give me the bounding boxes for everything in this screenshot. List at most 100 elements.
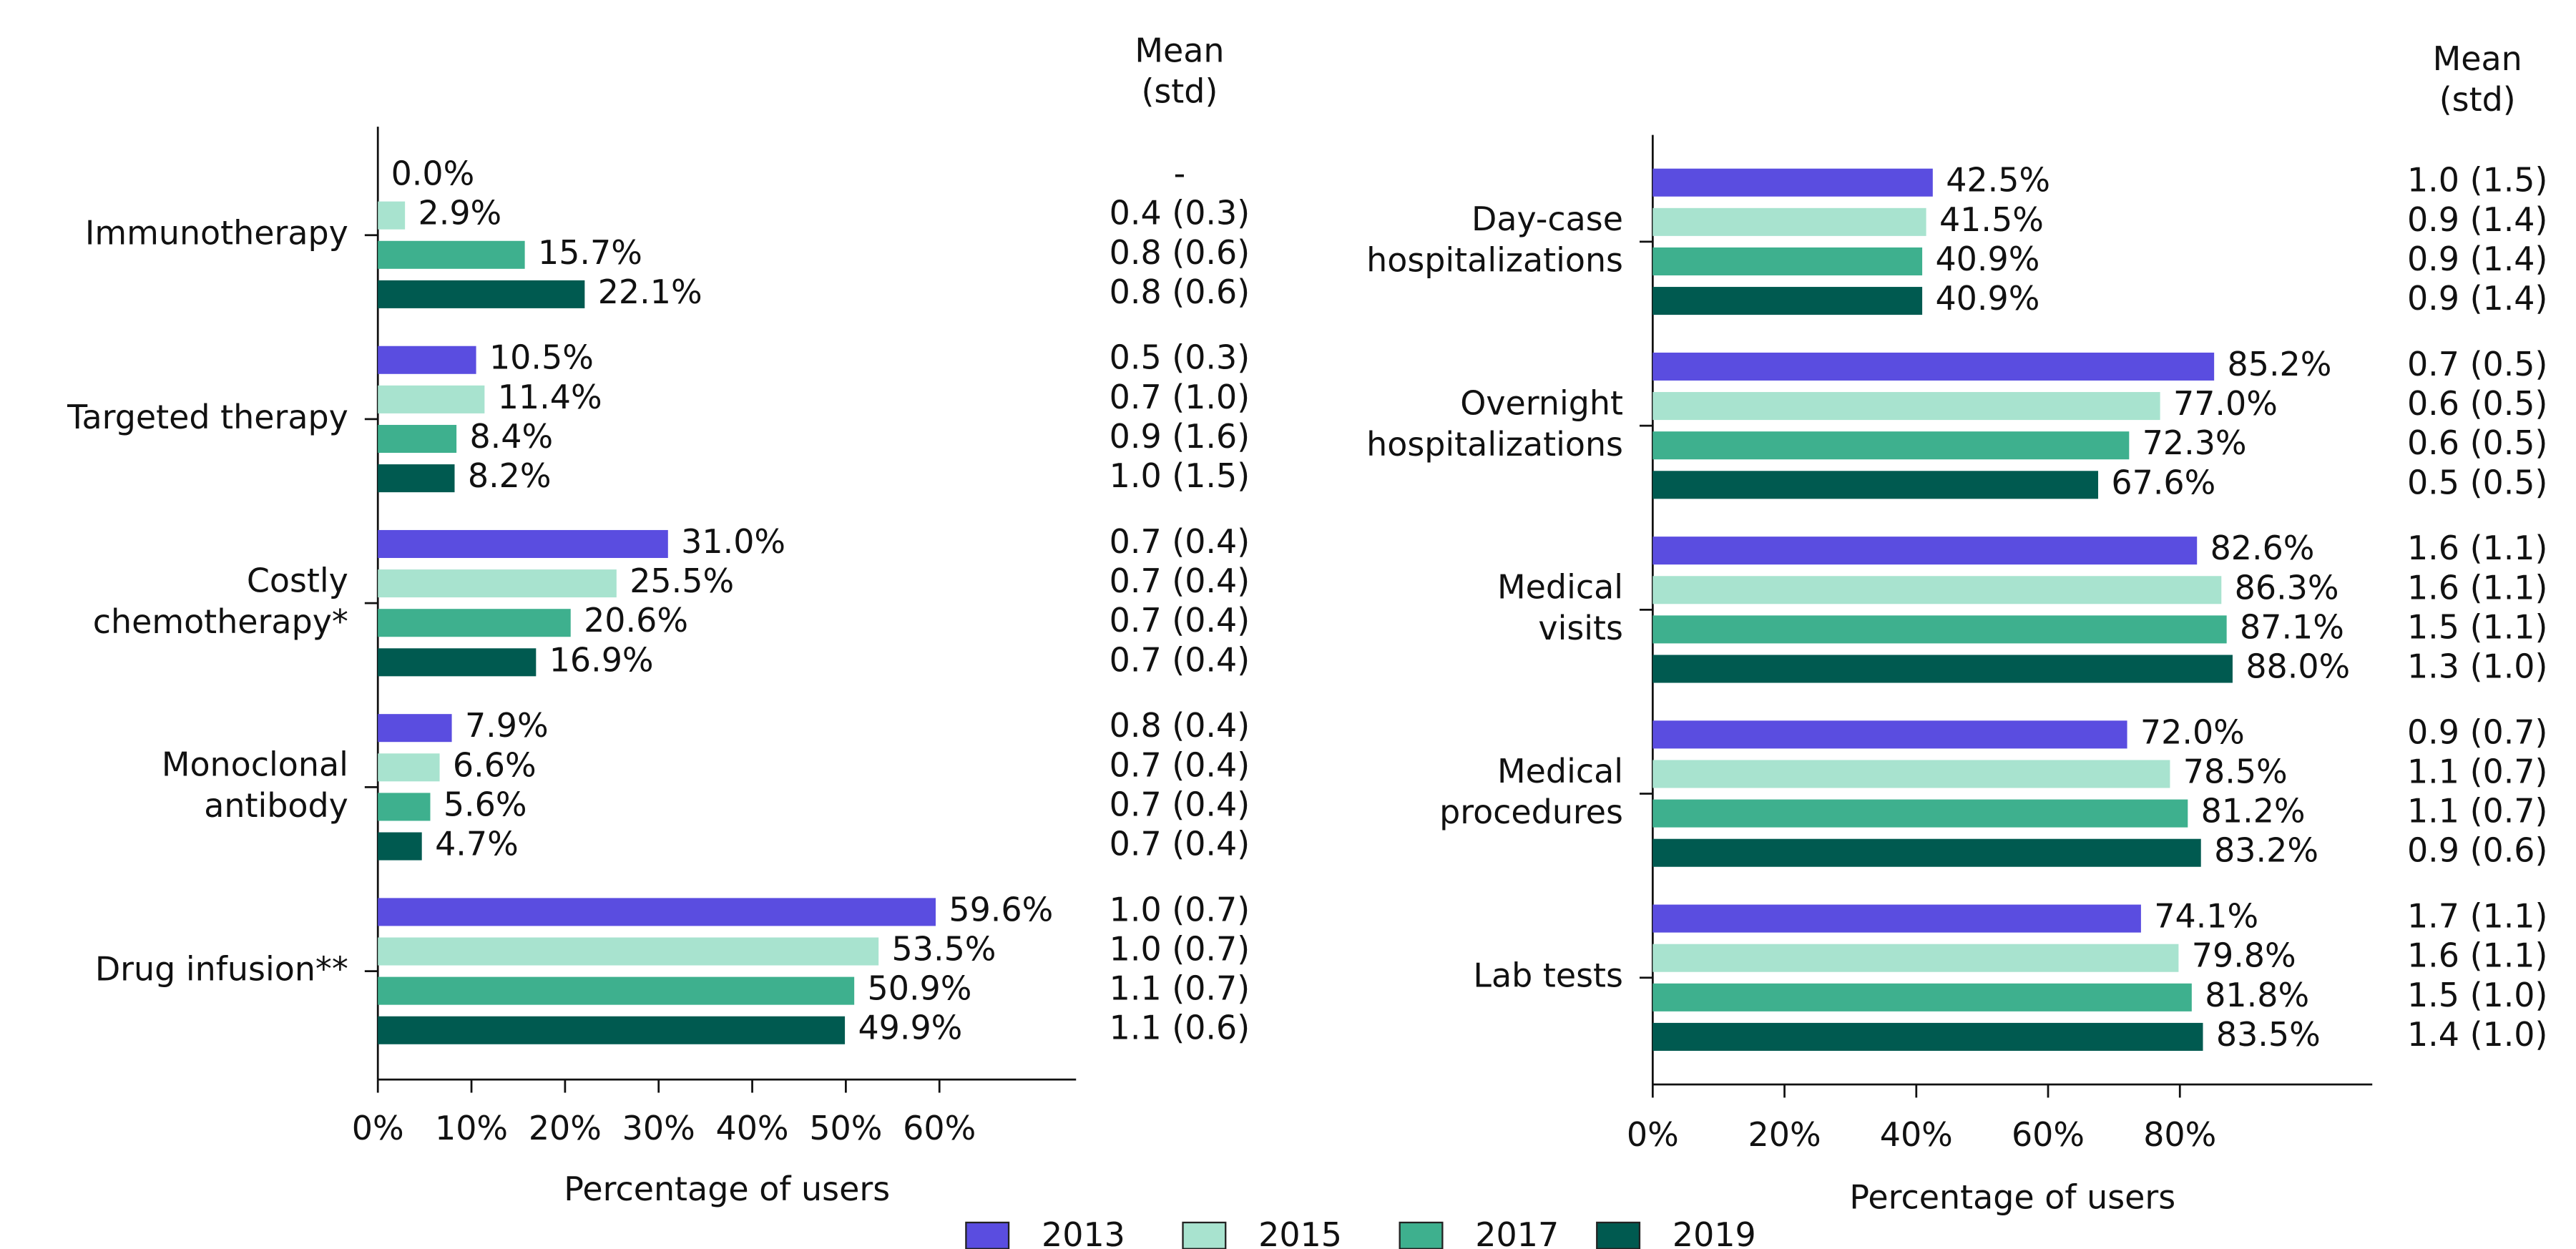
x-tick-label: 10% <box>435 1109 508 1147</box>
stat-value: 0.7 (0.4) <box>1110 522 1250 561</box>
value-label: 20.6% <box>584 601 688 640</box>
bar <box>378 832 422 861</box>
stat-header: (std) <box>1141 72 1218 111</box>
value-label: 72.3% <box>2142 423 2247 462</box>
stat-value: 0.9 (1.6) <box>1110 417 1250 456</box>
stat-value: 1.0 (0.7) <box>1110 890 1250 929</box>
value-label: 87.1% <box>2240 607 2344 646</box>
bar <box>1652 287 1923 315</box>
y-tick-label: Costly chemotherapy* <box>93 561 348 640</box>
value-label: 31.0% <box>681 522 785 561</box>
stat-value: 1.0 (1.5) <box>2407 161 2548 200</box>
value-label: 8.4% <box>469 417 553 456</box>
stat-value: - <box>1174 155 1186 193</box>
stat-value: 1.5 (1.1) <box>2407 607 2548 646</box>
value-label: 42.5% <box>1946 161 2050 200</box>
bar <box>378 714 452 743</box>
y-tick-label: Lab tests <box>1473 956 1623 994</box>
stat-value: 0.8 (0.6) <box>1110 273 1250 311</box>
stat-value: 0.9 (1.4) <box>2407 279 2548 318</box>
stat-value: 1.0 (1.5) <box>1110 456 1250 495</box>
stat-value: 0.5 (0.3) <box>1110 338 1250 377</box>
bar <box>378 201 406 230</box>
value-label: 81.8% <box>2205 976 2309 1014</box>
bar <box>1652 471 2099 499</box>
stat-value: 1.3 (1.0) <box>2407 647 2548 686</box>
value-label: 82.6% <box>2210 529 2315 567</box>
stat-value: 0.7 (1.0) <box>1110 378 1250 416</box>
bar <box>1652 615 2227 644</box>
bar <box>1652 431 2130 460</box>
bar <box>1652 838 2201 867</box>
x-tick-label: 60% <box>903 1109 976 1147</box>
bar <box>1652 207 1926 236</box>
stat-value: 1.7 (1.1) <box>2407 897 2548 936</box>
bar <box>1652 247 1923 275</box>
stat-value: 0.8 (0.4) <box>1110 706 1250 745</box>
stat-value: 0.7 (0.5) <box>2407 345 2548 383</box>
stat-value: 0.7 (0.4) <box>1110 825 1250 863</box>
value-label: 74.1% <box>2154 897 2258 936</box>
value-label: 50.9% <box>868 969 972 1008</box>
bar <box>378 529 668 558</box>
stat-header: Mean <box>2433 39 2522 78</box>
stat-value: 0.9 (1.4) <box>2407 240 2548 278</box>
stat-value: 1.6 (1.1) <box>2407 936 2548 975</box>
value-label: 6.6% <box>453 745 537 784</box>
value-label: 88.0% <box>2246 647 2350 686</box>
bar <box>1652 760 2170 788</box>
x-tick-label: 20% <box>1748 1115 1821 1154</box>
x-tick-label: 50% <box>809 1109 882 1147</box>
bar <box>378 648 537 677</box>
value-label: 85.2% <box>2228 345 2332 383</box>
legend-label: 2019 <box>1673 1215 1756 1249</box>
y-tick-label: Monoclonal antibody <box>162 745 348 824</box>
value-label: 59.6% <box>949 890 1053 929</box>
stat-value: 1.1 (0.7) <box>1110 969 1250 1008</box>
x-tick-label: 40% <box>1880 1115 1953 1154</box>
bar <box>378 609 571 637</box>
bar <box>378 280 585 308</box>
value-label: 11.4% <box>498 378 602 416</box>
y-tick-label: Immunotherapy <box>85 213 348 252</box>
legend-swatch <box>1596 1221 1641 1249</box>
value-label: 41.5% <box>1939 200 2044 239</box>
value-label: 78.5% <box>2183 752 2288 790</box>
value-label: 86.3% <box>2235 568 2339 607</box>
value-label: 16.9% <box>549 640 654 679</box>
y-tick-label: Day-case hospitalizations <box>1366 200 1623 279</box>
x-tick-label: 0% <box>1627 1115 1679 1154</box>
legend-label: 2015 <box>1258 1215 1342 1249</box>
bar <box>378 240 525 269</box>
stat-value: 0.7 (0.4) <box>1110 785 1250 823</box>
stat-value: 0.4 (0.3) <box>1110 194 1250 232</box>
x-axis-title: Percentage of users <box>1849 1177 2175 1216</box>
value-label: 8.2% <box>468 456 552 495</box>
stat-value: 1.1 (0.7) <box>2407 792 2548 831</box>
y-tick-label: Overnight hospitalizations <box>1366 383 1623 463</box>
value-label: 15.7% <box>538 233 642 272</box>
value-label: 72.0% <box>2140 712 2245 751</box>
x-tick-label: 20% <box>529 1109 602 1147</box>
y-tick-label: Drug infusion** <box>95 949 348 988</box>
bar <box>378 424 457 454</box>
stat-value: 0.7 (0.4) <box>1110 745 1250 784</box>
bar <box>1652 720 2127 749</box>
x-tick-label: 0% <box>352 1109 404 1147</box>
legend-swatch <box>1399 1221 1444 1249</box>
x-tick-label: 80% <box>2143 1115 2216 1154</box>
stat-value: 0.7 (0.4) <box>1110 562 1250 600</box>
stat-value: 0.7 (0.4) <box>1110 601 1250 640</box>
stat-value: 0.7 (0.4) <box>1110 640 1250 679</box>
bar <box>1652 799 2188 828</box>
value-label: 5.6% <box>444 785 527 823</box>
stat-value: 1.0 (0.7) <box>1110 930 1250 969</box>
bar <box>1652 576 2222 604</box>
value-label: 25.5% <box>630 562 734 600</box>
value-label: 40.9% <box>1935 240 2039 278</box>
value-label: 40.9% <box>1935 279 2039 318</box>
legend-swatch <box>965 1221 1010 1249</box>
value-label: 4.7% <box>435 825 519 863</box>
